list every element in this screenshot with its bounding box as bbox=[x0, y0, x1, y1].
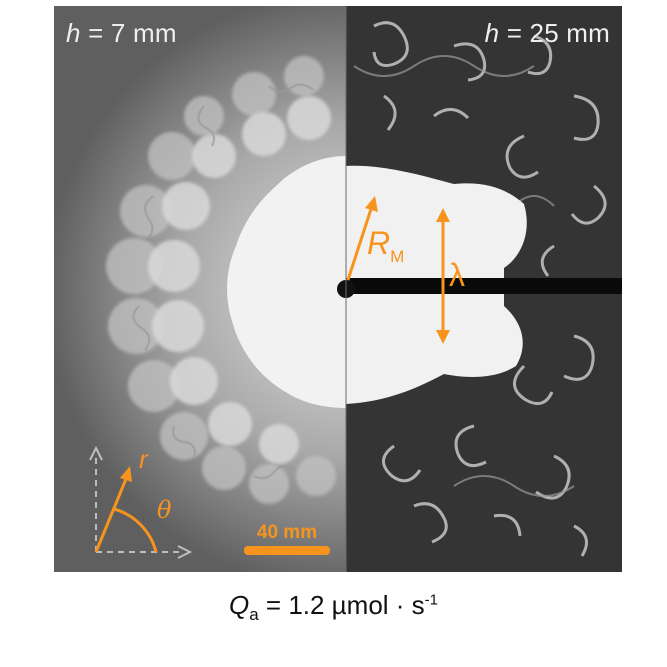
radius-vector bbox=[346, 205, 374, 287]
r-arrowhead bbox=[120, 466, 132, 482]
wavelength-arrowhead-bottom bbox=[436, 330, 450, 344]
experiment-image: RM λ r θ 40 mm bbox=[54, 6, 622, 572]
left-inner-region bbox=[227, 156, 346, 408]
theta-arc bbox=[113, 507, 158, 553]
x-arrowhead bbox=[177, 545, 193, 559]
flow-rate-caption: Qa = 1.2 µmol · s-1 bbox=[228, 590, 439, 625]
y-arrowhead bbox=[89, 445, 103, 461]
wavelength-label: λ bbox=[449, 257, 465, 293]
figure: RM λ r θ 40 mm h = 7 mm h = 25 mm bbox=[54, 6, 622, 572]
radius-arrowhead bbox=[365, 196, 378, 212]
r-vector bbox=[94, 473, 130, 553]
wavelength-arrowhead-top bbox=[436, 208, 450, 222]
right-panel-label: h = 25 mm bbox=[484, 18, 610, 48]
right-panel bbox=[346, 6, 622, 572]
polar-r-label: r bbox=[139, 444, 149, 474]
injection-rod bbox=[346, 278, 622, 294]
polar-axes bbox=[95, 454, 184, 553]
left-panel bbox=[54, 6, 346, 572]
polar-theta-label: θ bbox=[157, 496, 172, 524]
scale-bar-label: 40 mm bbox=[257, 522, 317, 543]
radius-label: RM bbox=[367, 225, 404, 266]
scale-bar bbox=[244, 546, 330, 555]
left-panel-label: h = 7 mm bbox=[66, 18, 177, 48]
